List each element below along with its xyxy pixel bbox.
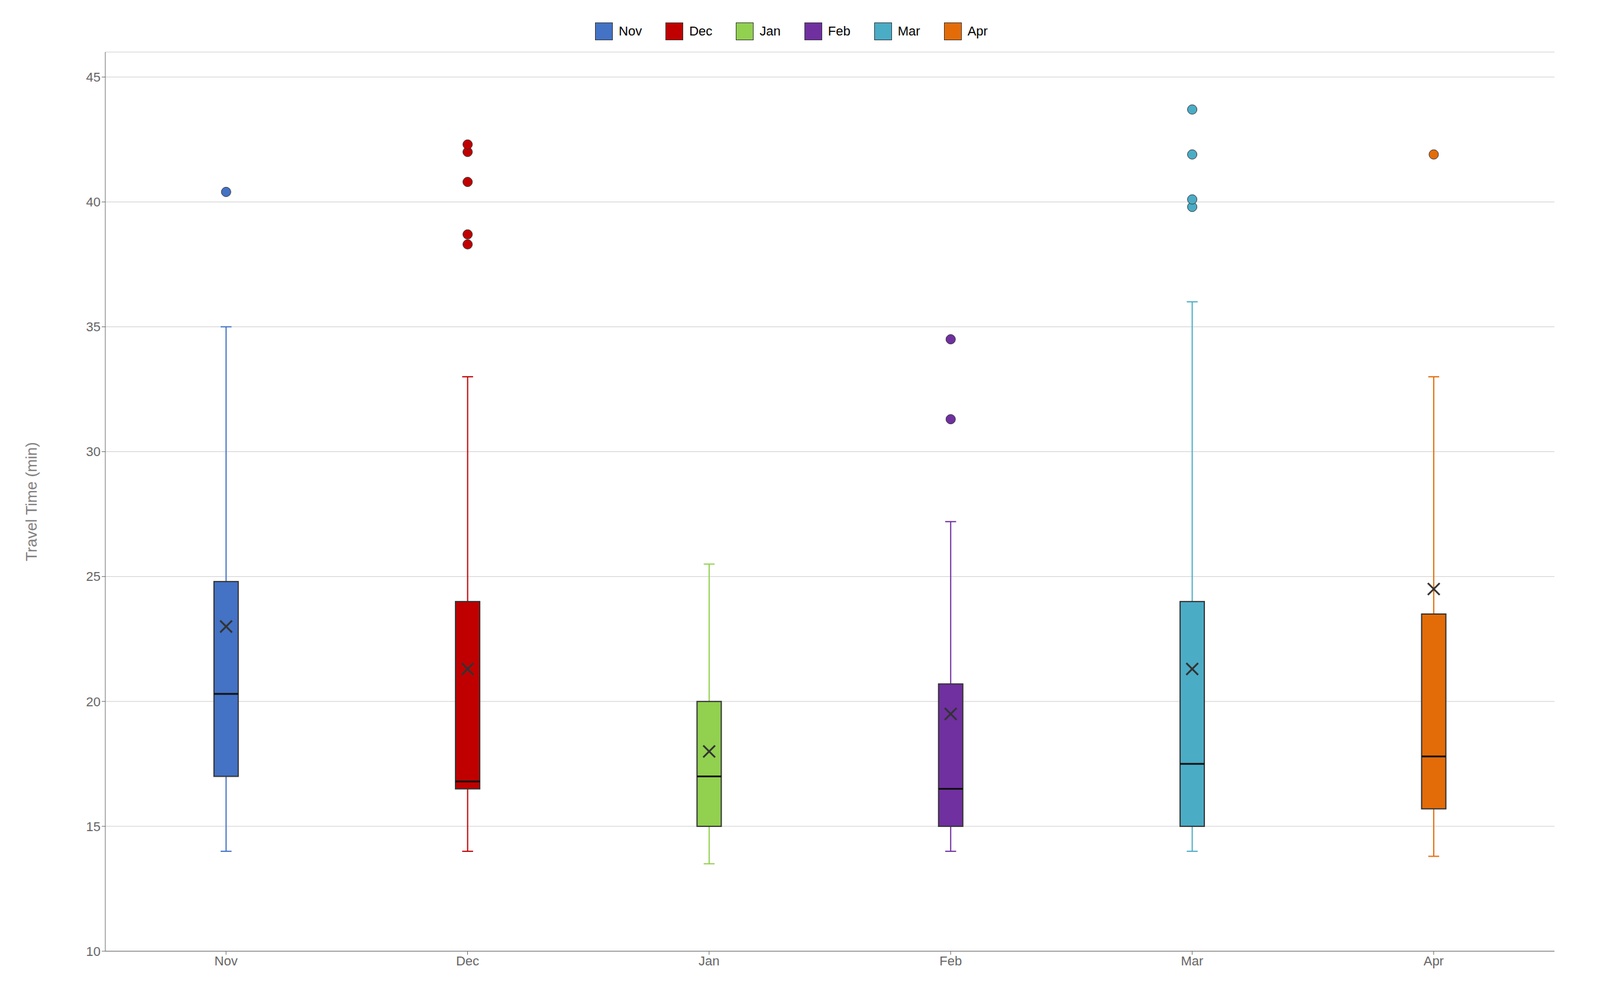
svg-text:Jan: Jan [698, 953, 720, 969]
svg-text:10: 10 [86, 944, 101, 959]
svg-text:30: 30 [86, 444, 101, 460]
html-text:Nov: Nov [618, 23, 642, 39]
html-text:Feb: Feb [827, 23, 851, 39]
svg-text:15: 15 [86, 819, 101, 835]
svg-text:25: 25 [86, 569, 101, 584]
svg-text:Dec: Dec [456, 953, 480, 969]
svg-text:Nov: Nov [214, 953, 238, 969]
svg-text:35: 35 [86, 319, 101, 335]
html-text:Jan: Jan [759, 23, 781, 39]
html-text:Apr: Apr [967, 23, 988, 39]
html-text:Dec: Dec [689, 23, 713, 39]
svg-text:20: 20 [86, 694, 101, 710]
svg-text:40: 40 [86, 194, 101, 210]
svg-text:45: 45 [86, 69, 101, 85]
svg-text:Mar: Mar [1181, 953, 1204, 969]
svg-text:Feb: Feb [939, 953, 962, 969]
svg-text:Travel Time (min): Travel Time (min) [22, 441, 41, 561]
svg-text:Apr: Apr [1423, 953, 1444, 969]
html-text:Mar: Mar [897, 23, 921, 39]
